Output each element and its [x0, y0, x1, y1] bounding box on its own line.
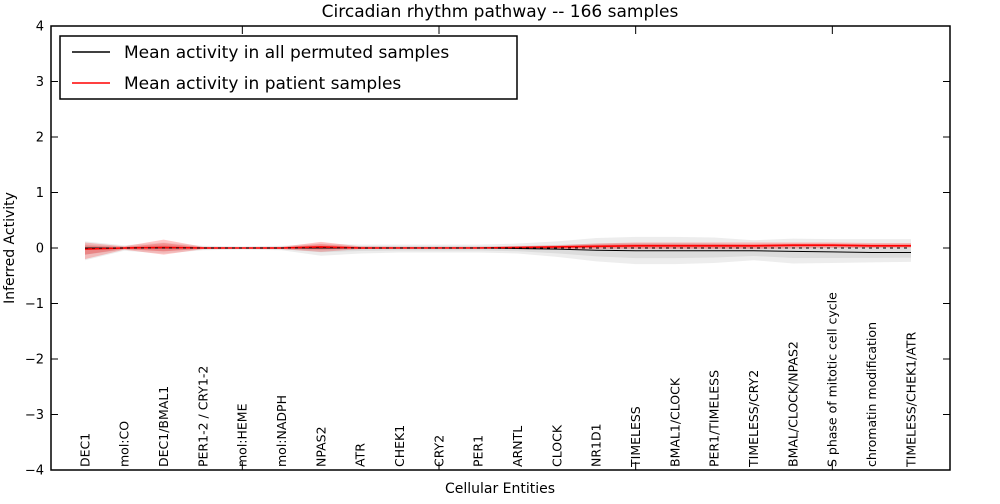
legend: Mean activity in all permuted samples Me… [59, 35, 518, 100]
x-tick-label: CRY2 [431, 435, 446, 467]
y-tick-label: −4 [25, 464, 44, 479]
y-tick-label: −1 [25, 297, 44, 312]
y-tick-label: 2 [36, 131, 44, 146]
x-tick-label: ARNTL [510, 426, 525, 467]
y-tick-label: 4 [36, 20, 44, 35]
x-tick-label: S phase of mitotic cell cycle [825, 292, 840, 467]
y-tick-label: 3 [36, 75, 44, 90]
y-tick-label: −2 [25, 353, 44, 368]
permuted-band-outer [85, 236, 911, 265]
x-tick-label: PER1 [471, 435, 486, 467]
y-tick-label: 1 [36, 186, 44, 201]
x-tick-label: PER1-2 / CRY1-2 [195, 366, 210, 467]
x-tick-label: NPAS2 [313, 426, 328, 467]
x-tick-label: NR1D1 [589, 423, 604, 467]
x-tick-label: CLOCK [549, 424, 564, 467]
x-tick-label: PER1/TIMELESS [707, 370, 722, 467]
x-tick-label: mol:HEME [235, 403, 250, 467]
legend-box [59, 35, 518, 100]
y-axis-label: Inferred Activity [2, 192, 18, 304]
x-axis-label: Cellular Entities [445, 481, 555, 497]
x-tick-label: TIMELESS/CHEK1/ATR [903, 331, 918, 468]
x-tick-label: mol:CO [117, 421, 132, 467]
patient-band-outer [85, 239, 911, 260]
chart-title: Circadian rhythm pathway -- 166 samples [322, 2, 679, 22]
x-tick-label: DEC1 [77, 433, 92, 467]
permuted-band-inner [85, 243, 911, 259]
y-tick-label: −3 [25, 408, 44, 423]
legend-label-patient: Mean activity in patient samples [124, 74, 401, 94]
x-tick-label: BMAL/CLOCK/NPAS2 [785, 341, 800, 467]
plot-area: DEC1 mol:CO DEC1/BMAL1 PER1-2 / CRY1-2 mol:H… [77, 236, 918, 468]
x-tick-label: DEC1/BMAL1 [156, 386, 171, 467]
x-tick-label: CHEK1 [392, 425, 407, 467]
x-tick-label: mol:NADPH [274, 395, 289, 467]
x-tick-label: chromatin modification [864, 322, 879, 467]
x-tick-label: TIMELESS [628, 406, 643, 468]
legend-label-permuted: Mean activity in all permuted samples [124, 43, 449, 63]
y-tick-label: 0 [36, 242, 44, 257]
x-tick-label: BMAL1/CLOCK [667, 377, 682, 467]
axes-frame: 4 3 2 1 0 −1 −2 −3 −4 [25, 20, 951, 479]
x-tick-label: TIMELESS/CRY2 [746, 370, 761, 468]
x-tick-label: ATR [353, 443, 368, 467]
